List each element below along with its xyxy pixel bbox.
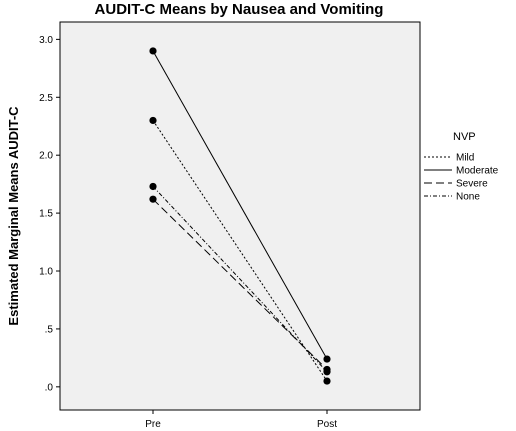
legend-label: Severe [456, 179, 488, 190]
series-line-severe [152, 198, 328, 370]
data-point-moderate [323, 355, 331, 363]
legend: NVP Mild Moderate Severe None [424, 131, 499, 203]
series-line-moderate [152, 50, 328, 360]
y-tick-label: .5 [45, 324, 54, 335]
y-tick-label: 2.0 [39, 151, 53, 162]
x-axis-ticks: Pre Post [145, 410, 337, 430]
series-points [149, 47, 331, 385]
y-axis-ticks: 3.0 2.5 2.0 1.5 1.0 .5 .0 [39, 35, 60, 393]
data-point-mild [323, 377, 331, 385]
legend-label: None [456, 192, 480, 203]
y-tick-label: .0 [45, 382, 54, 393]
series-lines [152, 50, 328, 382]
data-point-moderate [149, 47, 157, 55]
y-tick-label: 1.0 [39, 267, 53, 278]
series-line-none [152, 186, 328, 373]
y-tick-label: 2.5 [39, 93, 53, 104]
y-tick-label: 3.0 [39, 35, 53, 46]
plot-area [59, 21, 421, 411]
y-axis-label: Estimated Marginal Means AUDIT-C [6, 106, 21, 326]
legend-label: Mild [456, 153, 474, 164]
series-line-mild [152, 120, 328, 382]
data-point-none [149, 182, 157, 191]
data-point-none [323, 368, 331, 376]
data-point-mild [149, 116, 157, 125]
y-tick-label: 1.5 [39, 209, 53, 220]
x-tick-label: Pre [145, 419, 161, 430]
data-point-severe [149, 195, 157, 203]
legend-title: NVP [453, 131, 476, 143]
x-tick-label: Post [317, 419, 337, 430]
legend-label: Moderate [456, 166, 499, 177]
chart-title: AUDIT-C Means by Nausea and Vomiting [95, 1, 384, 18]
